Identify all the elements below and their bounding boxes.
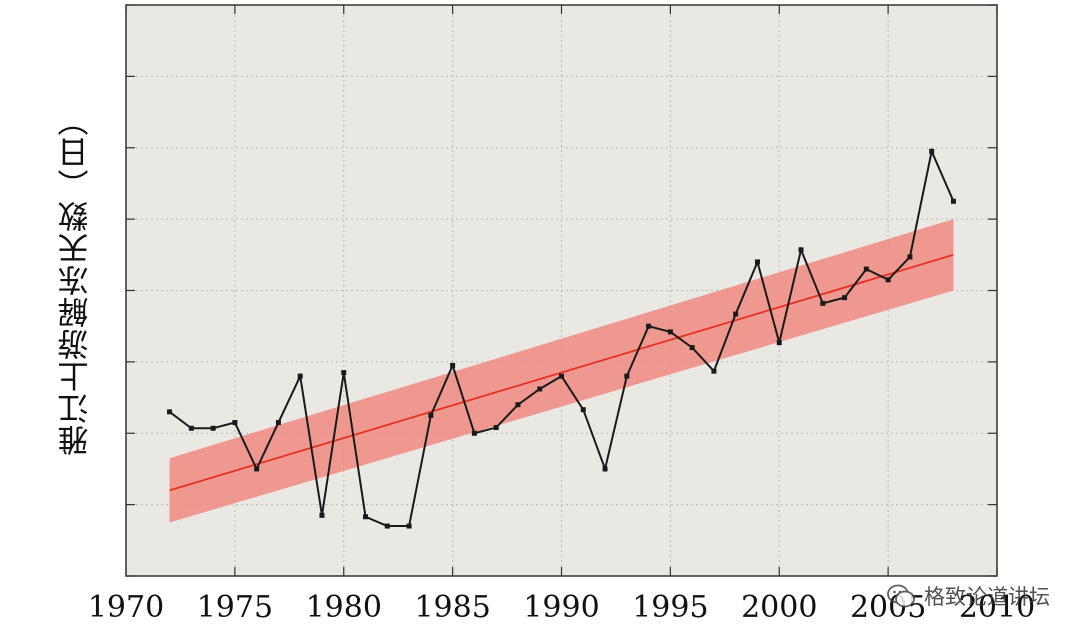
confidence-band [169,219,954,523]
data-point [689,345,695,351]
data-point [646,323,652,329]
data-point [493,425,499,431]
data-point [384,523,390,529]
marker-group [167,148,956,529]
x-tick-label: 1975 [197,590,273,625]
watermark-text: 格致论道讲坛 [924,585,1050,609]
data-point [275,420,281,426]
trend-line [169,253,954,492]
data-point [428,412,434,418]
data-point [580,407,586,413]
data-point [232,420,238,426]
data-point [667,329,673,335]
data-point [950,198,956,204]
x-tick-label: 1995 [632,590,708,625]
data-point [798,247,804,253]
data-point [711,368,717,374]
data-point [471,430,477,436]
data-point [754,259,760,265]
trend-line-group [169,253,954,492]
data-point [537,386,543,392]
x-tick-label: 2000 [741,590,817,625]
x-tick-label: 1980 [306,590,382,625]
data-point [363,514,369,520]
data-point [842,295,848,301]
chat-bubble-icon [887,584,915,608]
x-tick-label: 1985 [414,590,490,625]
data-point [907,254,913,260]
data-point [254,466,260,472]
x-tick-label: 1990 [523,590,599,625]
x-tick-label: 2010 [959,590,1035,625]
data-point [776,340,782,346]
data-point [820,300,826,306]
watermark: 格致论道讲坛 [886,581,1050,611]
data-point [188,425,194,431]
plot-frame [125,4,998,577]
data-point [515,402,521,408]
data-point [863,266,869,272]
y-axis-label: 雅江上游解冻天数（日） [58,104,95,456]
data-point [885,277,891,283]
data-point [624,373,630,379]
data-point [406,523,412,529]
data-point [319,512,325,518]
data-point [929,148,935,154]
data-point [167,409,173,415]
data-point [341,370,347,376]
x-tick-label: 1970 [88,590,164,625]
data-point [450,362,456,368]
data-point [733,311,739,317]
confidence-band-group [169,219,954,523]
data-point [297,373,303,379]
data-point [210,425,216,431]
data-point [559,373,564,379]
data-point [602,466,608,472]
